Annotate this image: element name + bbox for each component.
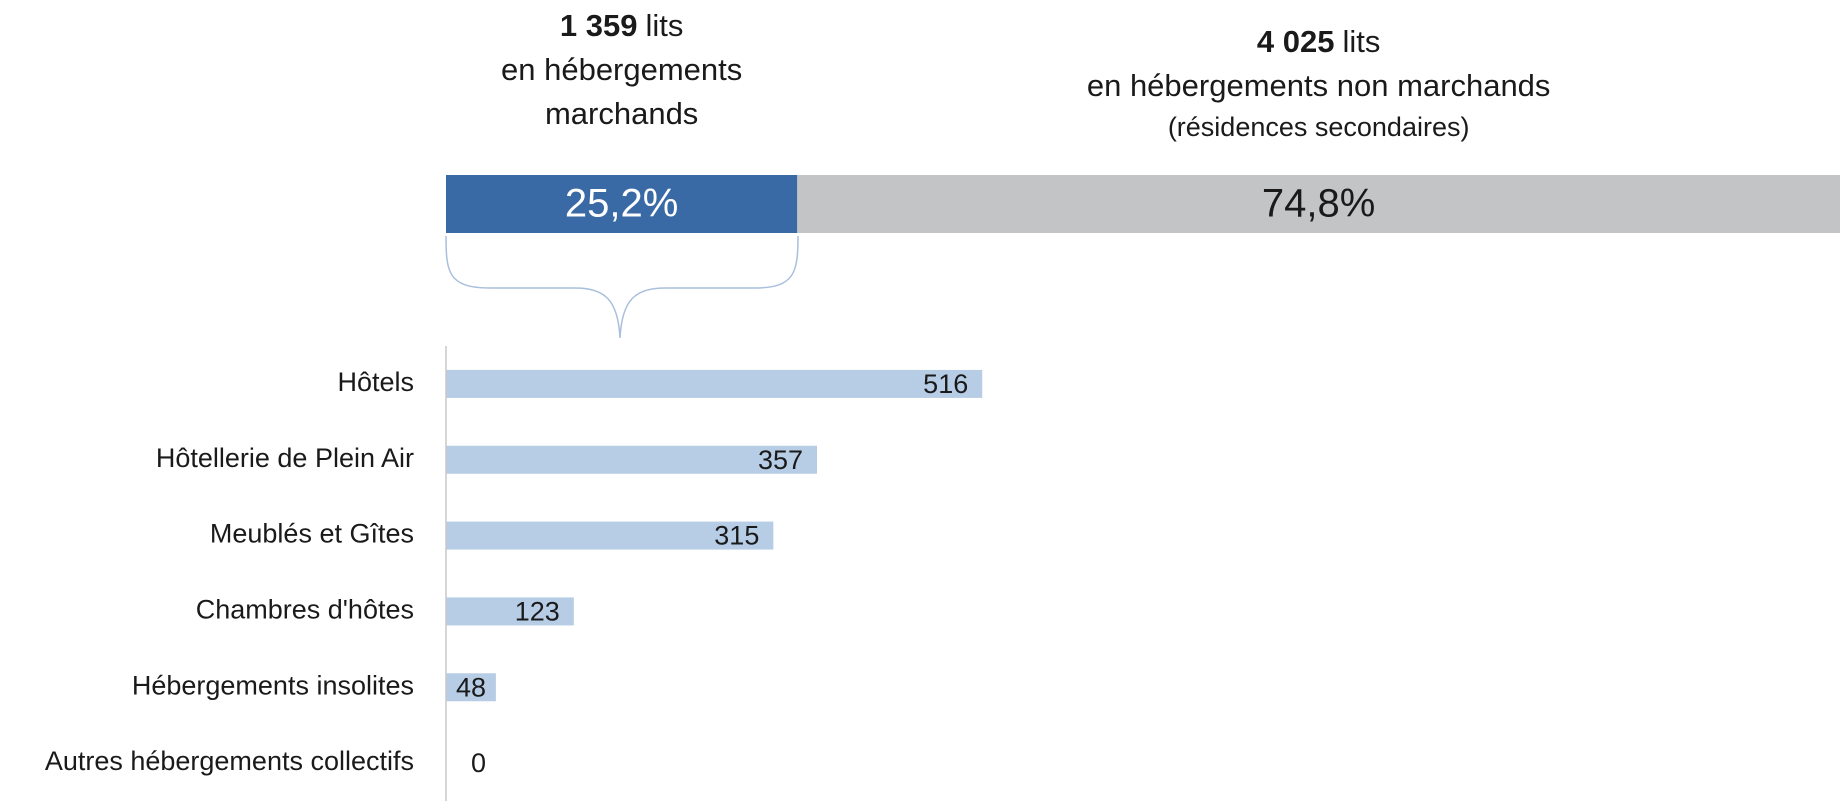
bar [446, 445, 818, 474]
brace [445, 235, 799, 339]
segment-header: 1 359 lits en hébergements marchands [472, 4, 772, 136]
count-line: 4 025 lits [1009, 20, 1629, 64]
bar [446, 673, 496, 702]
bar [446, 521, 774, 550]
value-label: 123 [515, 597, 560, 627]
segment-name: en hébergements marchands [501, 52, 743, 131]
category-label: Hébergements insolites [132, 670, 414, 700]
count: 1 359 [559, 8, 638, 43]
category-label: Meublés et Gîtes [210, 519, 414, 549]
category-label: Hôtels [337, 367, 414, 397]
value-label: 315 [714, 521, 759, 551]
segment-name: en hébergements non marchands [1086, 68, 1551, 103]
segment-header: 4 025 lits en hébergements non marchands (r… [1009, 20, 1629, 146]
unit: lits [1342, 24, 1381, 59]
segment-label: 74,8% [1262, 182, 1375, 226]
value-label: 357 [758, 445, 803, 475]
count-line: 1 359 lits [472, 4, 772, 48]
bar-segment [446, 175, 798, 233]
segment-label: 25,2% [565, 182, 678, 226]
count: 4 025 [1256, 24, 1335, 59]
value-label: 0 [471, 748, 486, 778]
bar-segment [797, 175, 1840, 233]
unit: lits [645, 8, 684, 43]
category-label: Hôtellerie de Plein Air [156, 443, 414, 473]
bar [446, 369, 983, 398]
category-label: Autres hébergements collectifs [45, 746, 414, 776]
bar [446, 597, 574, 626]
category-label: Chambres d'hôtes [196, 595, 414, 625]
value-label: 48 [456, 672, 486, 702]
value-label: 516 [923, 369, 968, 399]
segment-detail: (résidences secondaires) [1167, 112, 1470, 142]
